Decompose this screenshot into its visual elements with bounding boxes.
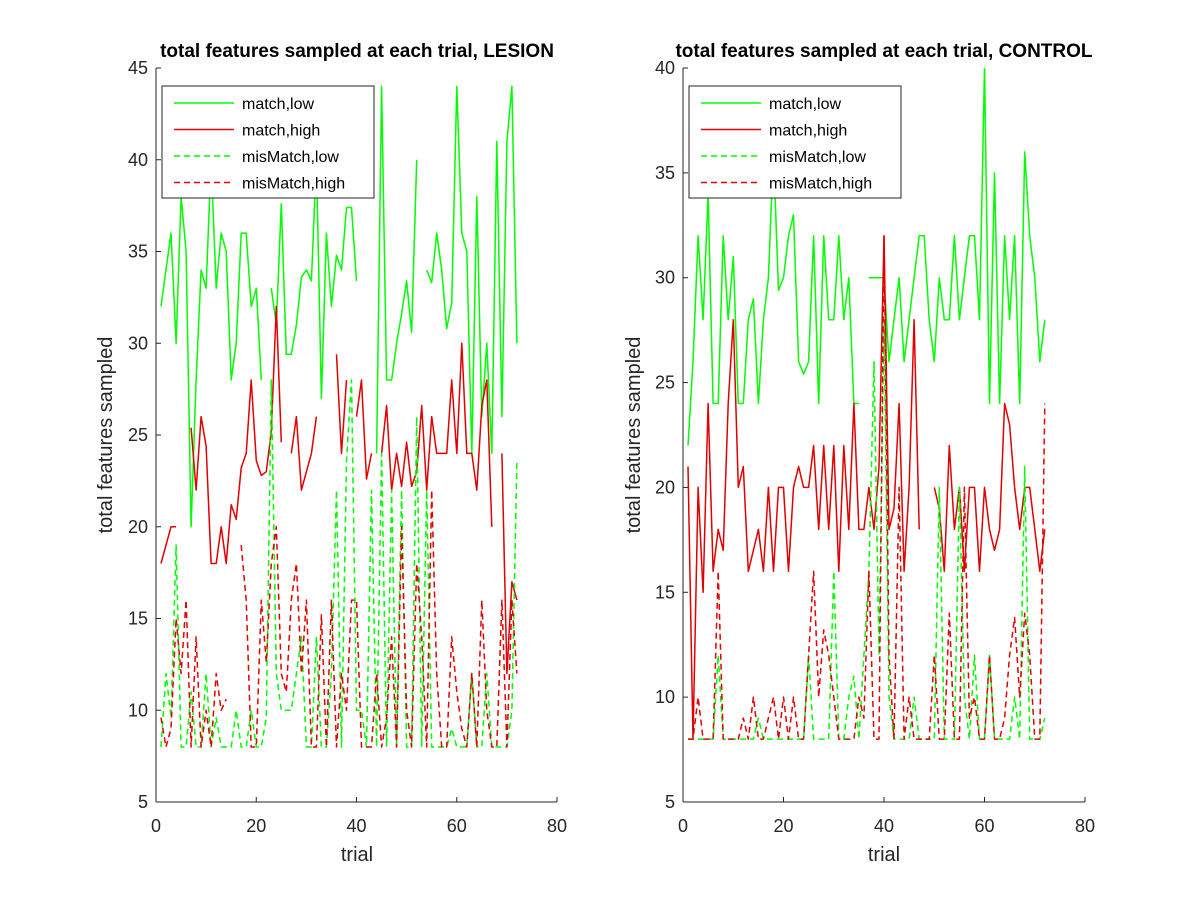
control-legend: match,low match,high misMatch,low misMatch,…	[688, 85, 902, 199]
lesion-panel: total features sampled at each trial, LE…	[95, 41, 567, 866]
control-chart-title: total features sampled at each trial, CO…	[675, 41, 1092, 62]
lesion-x-tick-label: 20	[246, 816, 266, 836]
lesion-legend-label: match,high	[242, 123, 320, 140]
lesion-y-tick-label: 25	[128, 425, 148, 445]
lesion-y-tick-label: 40	[128, 150, 148, 170]
control-legend-box	[688, 85, 902, 199]
control-plot-area: 0 20 40 60 80 5 10 15 20 25 30 35 40 match,low match,h…	[655, 58, 1095, 836]
control-panel: total features sampled at each trial, CO…	[623, 41, 1095, 866]
control-y-tick-label: 10	[655, 687, 675, 707]
lesion-x-tick-label: 80	[547, 816, 567, 836]
control-x-tick-label: 60	[974, 816, 994, 836]
lesion-legend-label: match,low	[242, 96, 314, 113]
lesion-x-axis-label: trial	[341, 844, 373, 866]
lesion-x-tick-label: 60	[447, 816, 467, 836]
control-y-tick-label: 20	[655, 477, 675, 497]
lesion-y-tick-label: 30	[128, 333, 148, 353]
control-x-tick-label: 40	[874, 816, 894, 836]
control-y-tick-label: 35	[655, 163, 675, 183]
control-x-tick-label: 80	[1075, 816, 1095, 836]
control-series-mismatch-high	[688, 235, 1046, 740]
lesion-legend: match,low match,high misMatch,low misMatch,…	[161, 85, 375, 199]
lesion-y-tick-label: 35	[128, 242, 148, 262]
control-y-tick-label: 25	[655, 373, 675, 393]
control-legend-label: match,low	[769, 96, 841, 113]
lesion-legend-box	[161, 85, 375, 199]
control-y-tick-label: 15	[655, 582, 675, 602]
control-legend-label: misMatch,high	[769, 176, 872, 193]
control-y-axis-label: total features sampled	[623, 337, 645, 534]
lesion-y-axis-label: total features sampled	[95, 337, 117, 534]
lesion-series-mismatch-high	[160, 489, 518, 748]
lesion-y-tick-label: 15	[128, 609, 148, 629]
lesion-x-tick-label: 40	[346, 816, 366, 836]
lesion-legend-label: misMatch,high	[242, 176, 345, 193]
control-x-tick-label: 0	[678, 816, 688, 836]
control-x-tick-label: 20	[773, 816, 793, 836]
lesion-y-tick-label: 45	[128, 58, 148, 78]
lesion-chart-title: total features sampled at each trial, LE…	[160, 41, 554, 62]
control-legend-label: misMatch,low	[769, 149, 866, 166]
control-y-tick-label: 5	[665, 792, 675, 812]
lesion-y-tick-label: 20	[128, 517, 148, 537]
lesion-legend-label: misMatch,low	[242, 149, 339, 166]
control-series-mismatch-low	[688, 318, 1046, 740]
control-series-match-high	[687, 235, 1046, 740]
control-x-axis-label: trial	[868, 844, 900, 866]
control-legend-label: match,high	[769, 123, 847, 140]
lesion-series-match-high	[160, 305, 518, 675]
lesion-series-mismatch-low	[160, 379, 518, 748]
control-y-tick-label: 40	[655, 58, 675, 78]
control-series-group	[687, 68, 1046, 740]
lesion-y-tick-label: 5	[138, 792, 148, 812]
control-y-tick-label: 30	[655, 268, 675, 288]
lesion-y-tick-label: 10	[128, 700, 148, 720]
lesion-plot-area: 0 20 40 60 8051015202530354045match,lowmatch…	[128, 58, 567, 836]
lesion-x-tick-label: 0	[151, 816, 161, 836]
